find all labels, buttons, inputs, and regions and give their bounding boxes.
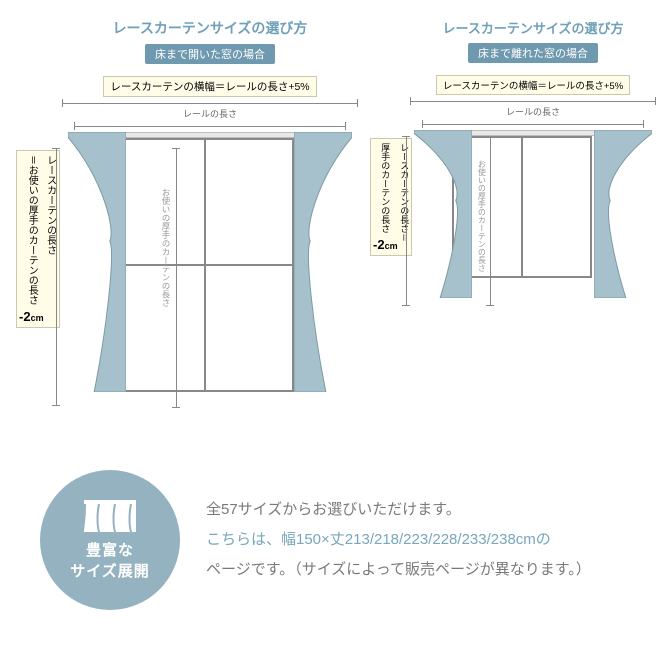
badge-line1: 豊富な: [86, 539, 134, 560]
curtain-right-drape: [294, 132, 352, 392]
length-dim-line: [402, 136, 410, 306]
size-range-badge: 豊富な サイズ展開: [40, 470, 180, 610]
rail-length-label: レールの長さ: [408, 105, 658, 118]
width-dim-inner: [422, 120, 644, 128]
window-frame: [452, 136, 592, 278]
curtain-illustration: [60, 132, 360, 398]
curtain-icon: [83, 499, 137, 533]
size-description: 全57サイズからお選びいただけます。 こちらは、幅150×丈213/218/22…: [206, 495, 591, 585]
diagram-wall-window: レースカーテンサイズの選び方 床まで離れた窓の場合 レースカーテンの横幅＝レール…: [408, 18, 658, 306]
thick-curtain-note: お使いの厚手のカーテンの長さ: [160, 188, 171, 307]
thick-curtain-dim: [172, 148, 180, 408]
badge-line2: サイズ展開: [70, 560, 150, 581]
length-formula-line2: ＝お使いの厚手のカーテンの長さ: [26, 155, 37, 305]
rail-length-label: レールの長さ: [60, 107, 360, 120]
width-dim-inner: [74, 122, 346, 130]
window-mullion-h: [118, 264, 292, 266]
curtain-left-drape: [414, 130, 472, 298]
thick-curtain-note: お使いの厚手のカーテンの長さ: [476, 160, 486, 272]
diagram-title: レースカーテンサイズの選び方: [60, 18, 360, 38]
diagram-subtitle: 床まで離れた窓の場合: [468, 43, 598, 63]
desc-line1: 全57サイズからお選びいただけます。: [206, 495, 591, 525]
width-formula-label: レースカーテンの横幅＝レールの長さ+5%: [103, 76, 316, 97]
width-dim-outer: [410, 97, 656, 105]
diagram-subtitle: 床まで開いた窓の場合: [145, 44, 275, 64]
window-frame: [116, 138, 294, 392]
length-dim-line: [52, 148, 60, 406]
width-dim-outer: [62, 99, 358, 107]
curtain-right-drape: [594, 130, 652, 298]
desc-line3: ページです。（サイズによって販売ページが異なります。）: [206, 555, 591, 585]
width-formula-label: レースカーテンの横幅＝レールの長さ+5%: [436, 75, 630, 95]
curtain-left-drape: [68, 132, 126, 392]
window-mullion-v: [521, 138, 523, 276]
size-range-section: 豊富な サイズ展開 全57サイズからお選びいただけます。 こちらは、幅150×丈…: [40, 470, 640, 610]
diagram-floor-window: レースカーテンサイズの選び方 床まで開いた窓の場合 レースカーテンの横幅＝レール…: [60, 18, 360, 398]
desc-highlight: こちらは、幅150×丈213/218/223/228/233/238cmの: [206, 525, 591, 555]
curtain-illustration: [408, 130, 658, 306]
thick-curtain-dim: [486, 136, 494, 306]
length-formula-line2: 厚手のカーテンの長さ: [380, 143, 390, 233]
minus-2-value: -2cm: [373, 238, 398, 251]
minus-2-value: -2cm: [19, 310, 44, 323]
diagram-title: レースカーテンサイズの選び方: [408, 18, 658, 37]
